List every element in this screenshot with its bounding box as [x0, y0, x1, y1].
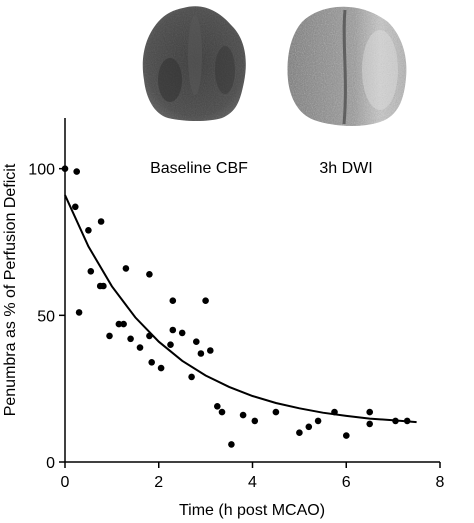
data-point	[120, 320, 127, 328]
x-tick-label: 2	[154, 474, 163, 491]
data-point	[97, 218, 105, 225]
data-point	[75, 309, 83, 316]
data-point	[85, 227, 92, 234]
y-tick-label: 0	[46, 455, 55, 472]
data-point	[122, 265, 130, 272]
fit-curve	[64, 194, 417, 424]
x-tick-label: 0	[61, 474, 70, 491]
data-point	[167, 341, 174, 349]
x-axis-label: Time (h post MCAO)	[179, 502, 325, 519]
data-point	[366, 420, 374, 428]
data-point	[100, 282, 107, 290]
data-point	[366, 408, 374, 416]
x-tick-label: 4	[248, 474, 257, 491]
data-point	[296, 429, 303, 437]
y-axis-ticks: 0 50 100	[28, 162, 65, 472]
data-point	[343, 432, 350, 439]
data-point	[188, 373, 195, 381]
data-point	[61, 165, 69, 172]
data-point	[73, 168, 80, 175]
x-tick-label: 8	[436, 474, 445, 491]
data-point	[305, 423, 313, 431]
data-point	[331, 408, 338, 416]
x-axis-ticks: 0 2 4 6 8	[61, 462, 445, 491]
data-point	[146, 271, 153, 278]
data-point	[169, 297, 177, 305]
data-point	[314, 417, 322, 425]
data-point	[87, 268, 95, 275]
data-point	[106, 332, 113, 340]
data-point	[392, 417, 399, 425]
data-point	[178, 329, 186, 337]
data-point	[228, 441, 235, 448]
inset-label-baseline-cbf: Baseline CBF	[150, 160, 248, 177]
data-point	[157, 364, 165, 372]
data-point	[72, 203, 79, 211]
data-point	[251, 417, 259, 425]
data-points	[61, 165, 411, 448]
y-tick-label: 100	[28, 162, 55, 179]
y-tick-label: 50	[37, 308, 55, 325]
data-point	[148, 359, 155, 366]
data-point	[272, 408, 280, 416]
data-point	[239, 411, 247, 419]
inset-label-3h-dwi: 3h DWI	[319, 160, 372, 177]
data-point	[146, 332, 153, 340]
data-point	[127, 335, 134, 343]
data-point	[136, 344, 144, 351]
data-point	[193, 338, 200, 346]
x-tick-label: 6	[342, 474, 351, 491]
y-axis-label: Penumbra as % of Perfusion Deficit	[2, 163, 19, 416]
data-point	[207, 347, 214, 354]
brain-perfusion-map-icon	[142, 6, 246, 121]
data-point	[169, 326, 177, 334]
data-point	[115, 320, 123, 328]
data-point	[197, 350, 205, 357]
data-point	[202, 297, 209, 305]
data-point	[403, 417, 411, 425]
data-point	[214, 403, 221, 410]
brain-diffusion-map-icon	[287, 6, 407, 126]
data-point	[218, 408, 226, 416]
